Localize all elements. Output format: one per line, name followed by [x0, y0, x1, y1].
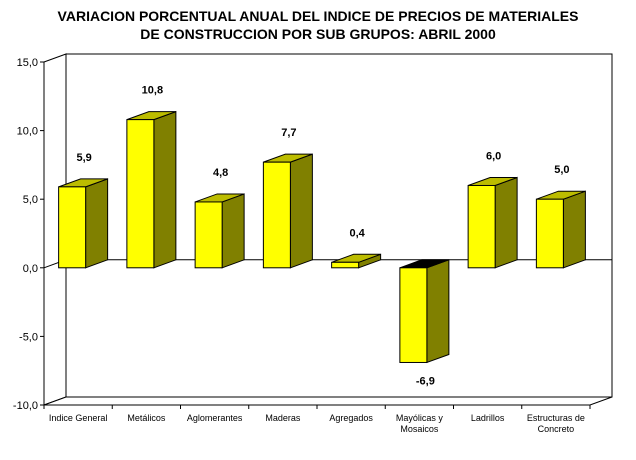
data-label: 0,4: [349, 227, 365, 239]
x-tick-label: Estructuras de: [527, 413, 585, 423]
x-tick-label: Maderas: [265, 413, 301, 423]
bar-side: [494, 176, 518, 269]
x-tick-label: Mayólicas y: [396, 413, 444, 423]
x-tick-label: Ladrillos: [471, 413, 505, 423]
bar-side: [562, 190, 586, 269]
bar: [194, 201, 223, 269]
x-tick-label: Concreto: [538, 424, 575, 434]
chart-title-line-2: DE CONSTRUCCION POR SUB GRUPOS: ABRIL 20…: [140, 26, 496, 42]
data-label: 5,0: [554, 164, 569, 176]
bar-side: [85, 178, 109, 269]
bar: [262, 161, 291, 269]
bar-side: [221, 193, 245, 269]
x-tick-label: Mosaicos: [400, 424, 439, 434]
y-tick-label: 15,0: [17, 57, 38, 69]
y-tick-label: 10,0: [17, 126, 38, 138]
bar: [467, 184, 496, 269]
y-tick-label: 5,0: [23, 194, 38, 206]
bar: [331, 261, 360, 269]
y-tick-label: 0,0: [23, 263, 38, 275]
x-tick-label: Agregados: [329, 413, 373, 423]
data-label: 4,8: [213, 167, 228, 179]
bar-side: [289, 153, 313, 269]
y-tick-label: -10,0: [13, 400, 38, 412]
data-label: 6,0: [486, 150, 501, 162]
bar: [399, 267, 428, 363]
x-tick-label: Metálicos: [127, 413, 166, 423]
bar: [126, 119, 155, 269]
x-tick-label: Indice General: [49, 413, 108, 423]
data-label: 5,9: [76, 152, 91, 164]
bar-side: [153, 110, 177, 269]
data-label: -6,9: [416, 375, 435, 387]
bar: [58, 186, 87, 269]
data-label: 7,7: [281, 127, 296, 139]
floor: [43, 396, 613, 406]
x-tick-label: Aglomerantes: [187, 413, 243, 423]
bar-side: [426, 259, 450, 364]
bar: [535, 198, 564, 269]
y-tick-label: -5,0: [19, 331, 38, 343]
chart-title-line-1: VARIACION PORCENTUAL ANUAL DEL INDICE DE…: [57, 8, 579, 24]
data-label: 10,8: [142, 85, 163, 97]
